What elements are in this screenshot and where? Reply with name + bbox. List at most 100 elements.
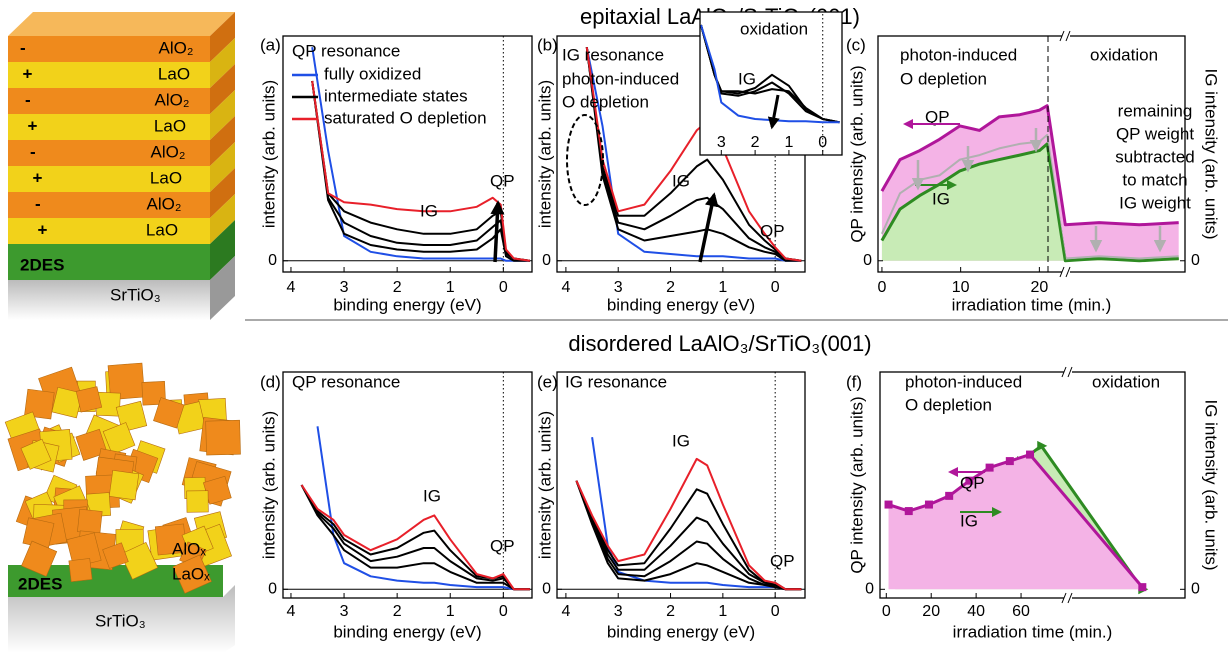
- x-tick-label: 0: [771, 279, 780, 296]
- x-tick-label: 0: [499, 603, 508, 620]
- y-tick-label: 0: [268, 252, 277, 269]
- marker: [924, 500, 933, 509]
- layer-label: LaO: [158, 64, 190, 83]
- annotation: QP: [960, 473, 985, 492]
- layer-sign: -: [35, 194, 41, 213]
- x-tick-label: 0: [818, 134, 827, 151]
- line: [300, 484, 530, 591]
- annotation: IG: [738, 69, 756, 88]
- layer-label: AlO₂: [159, 38, 194, 57]
- annotation: (d): [260, 372, 281, 391]
- x-tick-label: 1: [718, 279, 727, 296]
- layer-label: AlO₂: [155, 90, 190, 109]
- layer-label: LaO: [154, 116, 186, 135]
- grain: [68, 558, 93, 583]
- y-axis-label: QP intensity (arb. units): [847, 396, 866, 573]
- line: [300, 484, 530, 591]
- x-tick-label: 4: [287, 603, 296, 620]
- grain: [108, 469, 140, 501]
- layer-label: LaO: [150, 168, 182, 187]
- plot-area: [283, 36, 532, 272]
- x-tick-label: 0: [882, 603, 891, 620]
- x-tick-label: 0: [499, 279, 508, 296]
- grain: [77, 508, 103, 535]
- x-tick-label: 1: [446, 603, 455, 620]
- x-tick-label: 2: [393, 279, 402, 296]
- grain: [75, 428, 108, 461]
- legend-title: QP resonance: [292, 41, 400, 60]
- annotation: remaining: [1118, 101, 1193, 120]
- x-tick-label: 2: [393, 603, 402, 620]
- chart-panel: 4 3 2 1 0 0 binding energy (eV) intensity (arb.…: [259, 371, 533, 641]
- annotation: O depletion: [905, 395, 992, 414]
- y-tick-label: 0: [542, 252, 551, 269]
- annotation: QP: [490, 171, 515, 190]
- line: [311, 80, 531, 262]
- frame: [879, 371, 1186, 599]
- annotation: (a): [260, 35, 281, 54]
- x-tick-label: 10: [952, 279, 970, 296]
- annotation: oxidation: [1090, 45, 1158, 64]
- annotation: (f): [846, 372, 862, 391]
- layer: [8, 88, 210, 114]
- layer-sign: -: [25, 90, 31, 109]
- annotation: photon-induced: [562, 69, 679, 88]
- axis-break: [1062, 33, 1070, 39]
- grain: [24, 388, 55, 420]
- annotation: QP: [490, 536, 515, 555]
- layer-sign: +: [28, 116, 38, 135]
- x-tick-label: 3: [614, 603, 623, 620]
- annotation: oxidation: [740, 19, 808, 38]
- annotation: (e): [537, 372, 558, 391]
- y-tick-label: 0: [865, 581, 874, 598]
- chart-panel: 4 3 2 1 0 0 binding energy (eV) intensity (arb.…: [259, 35, 533, 314]
- axis-break: [1064, 369, 1072, 375]
- grain: [20, 438, 52, 470]
- break-mark: [1061, 592, 1067, 604]
- legend-label: intermediate states: [324, 86, 468, 105]
- y-axis-label: intensity (arb. units): [259, 411, 278, 559]
- y-tick-label: 0: [268, 581, 277, 598]
- interface: [8, 244, 210, 280]
- x-tick-label: 3: [717, 134, 726, 151]
- x-tick-label: 0: [877, 279, 886, 296]
- x-tick-label: 4: [287, 279, 296, 296]
- y2-tick-label: 0: [1191, 252, 1200, 269]
- annotation: oxidation: [1092, 372, 1160, 391]
- grain: [102, 422, 136, 455]
- marker: [985, 463, 994, 472]
- layer-sign: -: [30, 142, 36, 161]
- annotation: IG: [932, 189, 950, 208]
- x-axis-label: binding energy (eV): [333, 622, 481, 641]
- break-mark: [1065, 30, 1071, 42]
- annotation: QP resonance: [292, 372, 400, 391]
- marker: [904, 507, 913, 516]
- interface-label: 2DES: [18, 574, 62, 593]
- layer: [8, 166, 210, 192]
- x-tick-label: 2: [751, 134, 760, 151]
- marker: [1037, 440, 1048, 451]
- x-axis-label: irradiation time (min.): [952, 295, 1112, 314]
- plot-area: [557, 372, 805, 598]
- top-face: [8, 12, 235, 36]
- legend-label: saturated O depletion: [324, 108, 487, 127]
- plot-area: [283, 372, 532, 598]
- grain: [102, 542, 129, 569]
- x-tick-label: 20: [922, 603, 940, 620]
- layer: [8, 114, 210, 140]
- y2-tick-label: 0: [1191, 581, 1200, 598]
- y2-axis-label: IG intensity (arb. units): [1202, 68, 1221, 239]
- annotation: photon-induced: [905, 372, 1022, 391]
- grain: [21, 540, 58, 577]
- layer-sign: +: [38, 220, 48, 239]
- layer-sign: -: [20, 38, 26, 57]
- grain: [107, 362, 145, 400]
- layer: [8, 62, 210, 88]
- x-tick-label: 1: [446, 279, 455, 296]
- marker: [965, 476, 974, 485]
- grain: [141, 381, 166, 406]
- line: [311, 47, 530, 262]
